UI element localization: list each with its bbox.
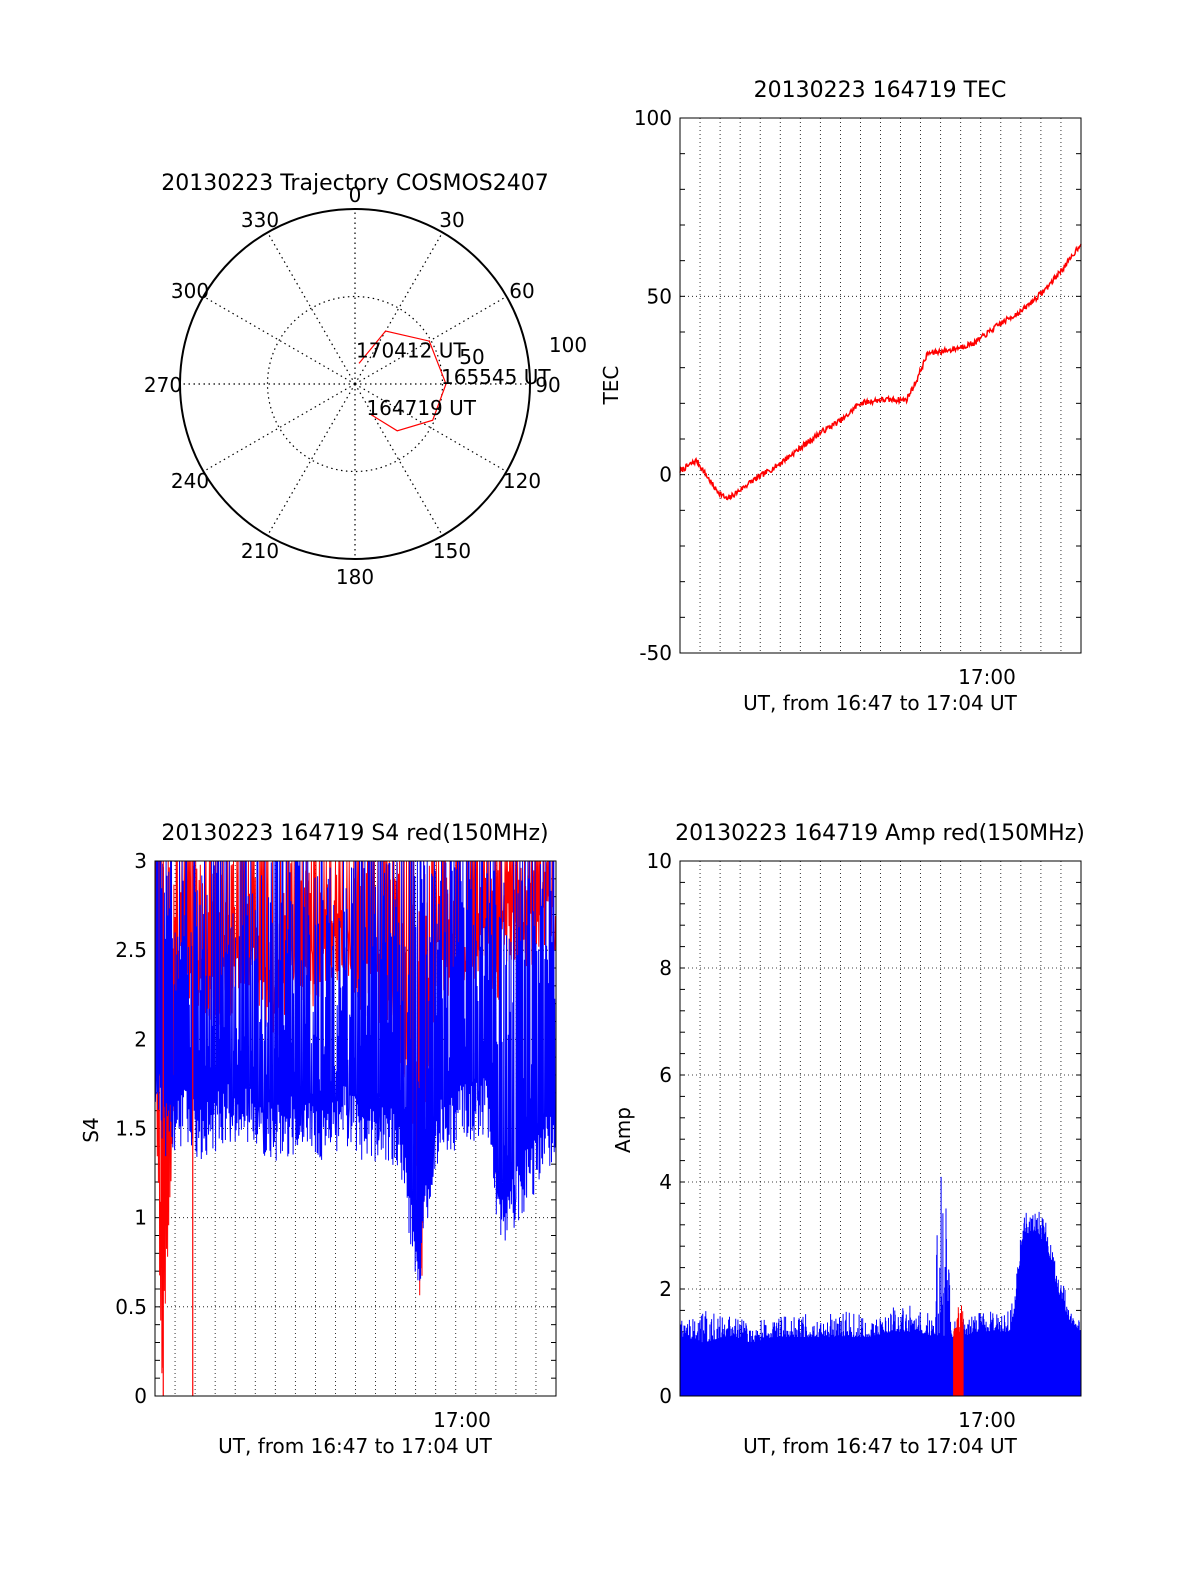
tec-y-tick-label: -50 — [639, 641, 672, 665]
polar-angle-label: 150 — [433, 539, 471, 563]
polar-trajectory-time-label: 164719 UT — [366, 396, 476, 420]
polar-grid — [180, 209, 530, 559]
polar-angle-label: 180 — [336, 565, 374, 589]
polar-radius-label: 50 — [459, 345, 484, 369]
amp-y-tick-label: 6 — [659, 1063, 672, 1087]
s4-y-tick-label: 1 — [134, 1206, 147, 1230]
tec-plot-frame — [679, 117, 1082, 654]
tec-panel: 20130223 164719 TEC -50 0 50 100 17:00 UT, … — [599, 78, 1082, 715]
s4-y-axis-label: S4 — [79, 1117, 103, 1142]
polar-outer-circle — [179, 208, 531, 560]
amp-x-tick-label: 17:00 — [958, 1408, 1016, 1432]
polar-angle-label: 0 — [349, 183, 362, 207]
amp-y-axis-label: Amp — [611, 1107, 635, 1153]
polar-trajectory-time-label: 170412 UT — [356, 338, 466, 362]
polar-spoke — [354, 383, 444, 536]
amp-y-tick-label: 0 — [659, 1384, 672, 1408]
s4-panel: 20130223 164719 S4 red(150MHz) 0 0.5 1 1.5 2… — [79, 821, 557, 1458]
polar-spoke — [266, 383, 356, 536]
polar-trajectory-labels: 170412 UT 165545 UT 164719 UT — [356, 338, 551, 420]
tec-y-tick-label: 100 — [634, 106, 672, 130]
amp-series-bars — [953, 1305, 964, 1396]
tec-y-tick-labels: -50 0 50 100 — [634, 106, 672, 665]
amp-y-tick-label: 2 — [659, 1277, 672, 1301]
amp-x-axis-label: UT, from 16:47 to 17:04 UT — [743, 1434, 1018, 1458]
s4-y-tick-label: 1.5 — [115, 1117, 147, 1141]
s4-y-tick-label: 3 — [134, 849, 147, 873]
tec-x-tick-label: 17:00 — [958, 665, 1016, 689]
tec-series-line — [679, 243, 1082, 501]
s4-series — [154, 860, 557, 1396]
polar-spoke — [203, 295, 356, 385]
polar-angle-label: 270 — [144, 373, 182, 397]
s4-title: 20130223 164719 S4 red(150MHz) — [161, 821, 548, 846]
polar-angle-label: 210 — [241, 539, 279, 563]
s4-plot-frame — [154, 860, 557, 1397]
s4-series-line — [154, 860, 557, 1281]
tec-y-tick-label: 0 — [659, 463, 672, 487]
polar-angle-label: 240 — [171, 469, 209, 493]
tec-x-axis-label: UT, from 16:47 to 17:04 UT — [743, 691, 1018, 715]
polar-spoke — [354, 383, 507, 473]
polar-grid-circle — [266, 295, 444, 473]
tec-y-tick-label: 50 — [647, 284, 672, 308]
amp-y-tick-label: 4 — [659, 1170, 672, 1194]
polar-radius-label: 100 — [549, 333, 587, 357]
polar-angle-labels: 0 30 60 90 120 150 180 210 240 270 300 330 — [144, 183, 561, 589]
tec-title: 20130223 164719 TEC — [754, 78, 1007, 103]
polar-angle-label: 60 — [509, 279, 534, 303]
polar-angle-label: 300 — [171, 279, 209, 303]
s4-y-tick-label: 0 — [134, 1384, 147, 1408]
tec-grid — [680, 117, 1081, 654]
amp-panel: 20130223 164719 Amp red(150MHz) 0246810 … — [611, 821, 1085, 1458]
amp-y-tick-label: 8 — [659, 956, 672, 980]
amp-plot-frame — [679, 860, 1082, 1397]
s4-y-tick-label: 2 — [134, 1027, 147, 1051]
polar-spoke — [354, 232, 444, 385]
polar-title: 20130223 Trajectory COSMOS2407 — [161, 171, 548, 196]
polar-angle-label: 330 — [241, 208, 279, 232]
polar-trajectory-panel: 20130223 Trajectory COSMOS2407 0 30 60 90 12… — [144, 171, 587, 589]
tec-y-axis-label: TEC — [599, 366, 623, 406]
s4-y-tick-label: 2.5 — [115, 938, 147, 962]
s4-x-axis-label: UT, from 16:47 to 17:04 UT — [218, 1434, 493, 1458]
s4-y-tick-label: 0.5 — [115, 1295, 147, 1319]
s4-y-tick-labels: 0 0.5 1 1.5 2 2.5 3 — [115, 849, 147, 1408]
polar-angle-label: 90 — [535, 373, 560, 397]
s4-x-tick-label: 17:00 — [433, 1408, 491, 1432]
polar-spoke — [266, 232, 356, 385]
polar-trajectory-time-label: 165545 UT — [441, 365, 551, 389]
polar-spoke — [203, 383, 356, 473]
polar-radius-labels: 50 100 — [459, 333, 587, 369]
polar-spoke — [354, 295, 507, 385]
polar-angle-label: 120 — [503, 469, 541, 493]
polar-angle-label: 30 — [439, 208, 464, 232]
polar-trajectory-line — [358, 330, 447, 432]
amp-title: 20130223 164719 Amp red(150MHz) — [675, 821, 1085, 846]
amp-y-tick-labels: 0 2 4 6 8 10 — [647, 849, 672, 1408]
amp-y-tick-label: 10 — [647, 849, 672, 873]
